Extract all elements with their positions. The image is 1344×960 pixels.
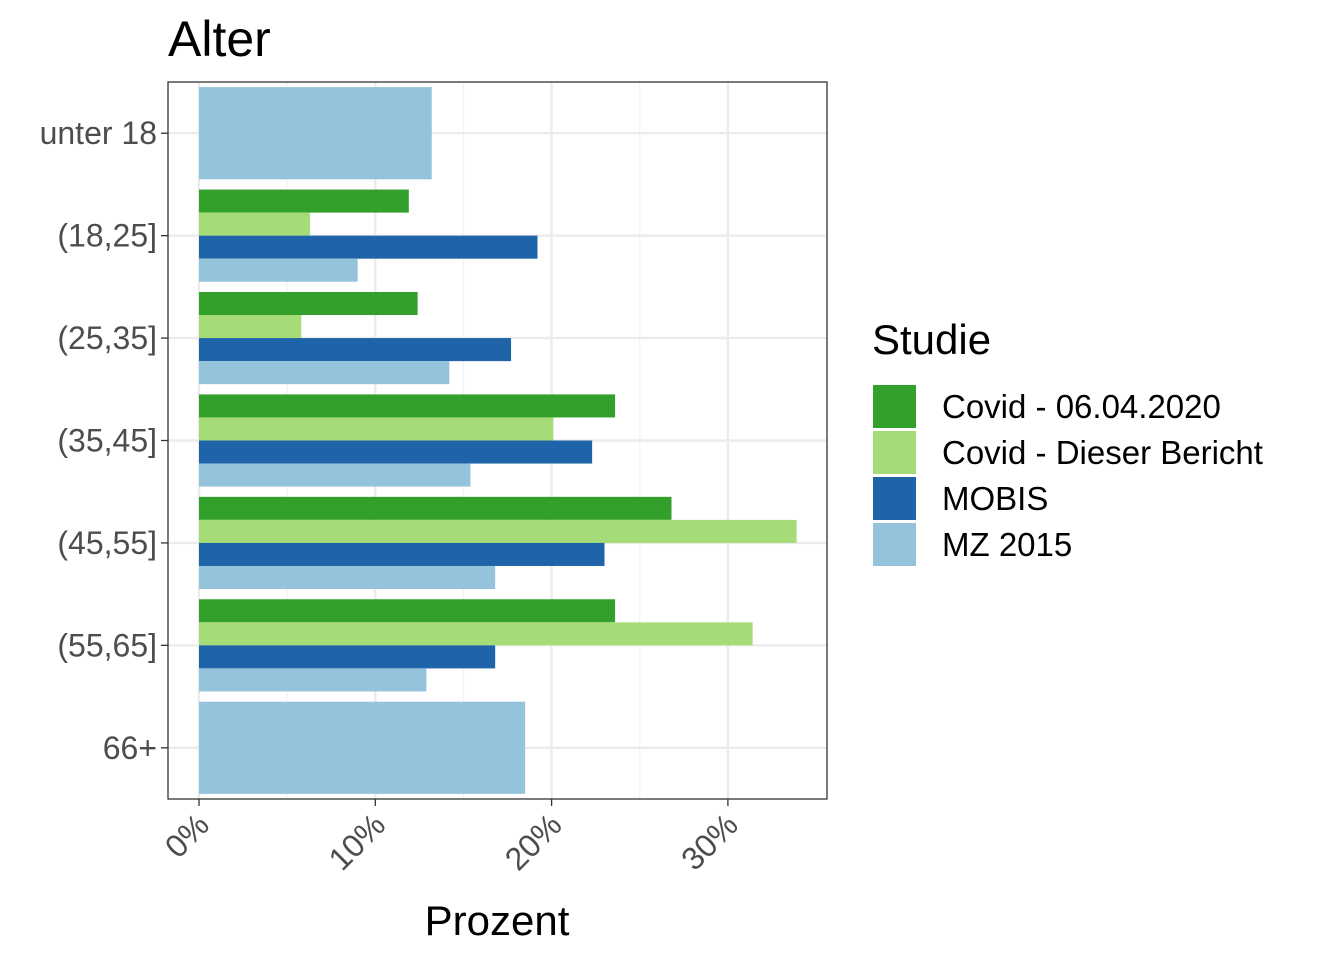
bar <box>199 338 512 362</box>
bar <box>199 189 409 213</box>
bar <box>199 622 753 646</box>
bar <box>199 542 605 566</box>
bar <box>199 394 616 418</box>
legend-key <box>873 385 916 428</box>
bar <box>199 361 450 385</box>
bar <box>199 599 616 623</box>
bar <box>199 668 427 692</box>
chart-title: Alter <box>168 11 271 67</box>
bar <box>199 496 672 520</box>
legend-label: Covid - Dieser Bericht <box>942 434 1263 471</box>
x-axis: 0% 10% 20% 30% <box>158 799 745 877</box>
bar <box>199 291 418 316</box>
bar <box>199 235 538 259</box>
y-axis: unter 18 (18,25] (25,35] (35,45] (45,55] (55,… <box>40 115 168 766</box>
bar <box>199 440 593 464</box>
bar <box>199 701 526 794</box>
y-tick-label: (45,55] <box>57 525 157 561</box>
bar <box>199 315 302 339</box>
x-tick-label: 0% <box>158 806 216 864</box>
y-tick-label: unter 18 <box>40 115 157 151</box>
legend-label: MOBIS <box>942 480 1048 517</box>
bar <box>199 565 496 590</box>
bar <box>199 87 432 180</box>
y-tick-label: 66+ <box>103 730 157 766</box>
y-tick-label: (18,25] <box>57 218 157 254</box>
legend: Covid - 06.04.2020 Covid - Dieser Bericht… <box>873 385 1263 566</box>
x-tick-label: 10% <box>322 806 393 877</box>
bar <box>199 519 797 543</box>
plot-area <box>167 81 828 800</box>
bar <box>199 258 358 282</box>
bar <box>199 212 311 236</box>
legend-key <box>873 477 916 520</box>
bar <box>199 417 554 441</box>
legend-label: MZ 2015 <box>942 526 1072 563</box>
legend-key <box>873 523 916 566</box>
x-tick-label: 30% <box>674 806 745 877</box>
y-tick-label: (55,65] <box>57 627 157 663</box>
x-tick-label: 20% <box>498 806 569 877</box>
legend-key <box>873 431 916 474</box>
bar <box>199 645 496 669</box>
bar <box>199 463 471 487</box>
legend-title: Studie <box>872 316 991 363</box>
legend-label: Covid - 06.04.2020 <box>942 388 1221 425</box>
y-tick-label: (25,35] <box>57 320 157 356</box>
x-axis-label: Prozent <box>425 897 570 944</box>
y-tick-label: (35,45] <box>57 423 157 459</box>
